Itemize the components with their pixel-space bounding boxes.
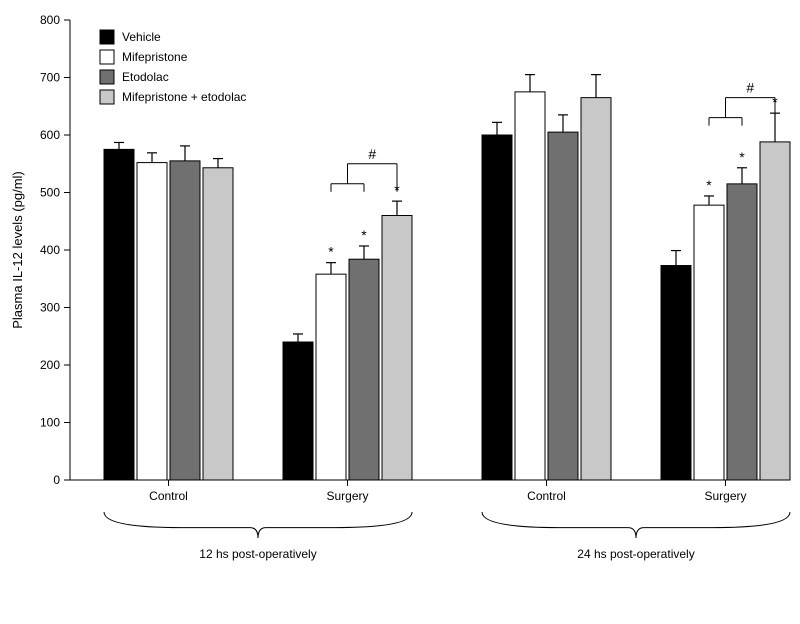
star-marker: * bbox=[328, 244, 334, 260]
y-tick-label: 400 bbox=[40, 243, 60, 257]
y-tick-label: 700 bbox=[40, 71, 60, 85]
star-marker: * bbox=[706, 177, 712, 193]
bar bbox=[694, 205, 724, 480]
y-tick-label: 800 bbox=[40, 13, 60, 27]
bar bbox=[382, 216, 412, 481]
il12-bar-chart: 0 100 200 300 400 500 600 700 800 Plasma IL-12 le… bbox=[0, 0, 800, 624]
bar bbox=[727, 184, 757, 480]
star-marker: * bbox=[739, 149, 745, 165]
legend-label: Vehicle bbox=[122, 30, 161, 44]
bar bbox=[760, 142, 790, 480]
timepoint-label: 12 hs post-operatively bbox=[199, 547, 316, 561]
y-axis-title: Plasma IL-12 levels (pg/ml) bbox=[10, 171, 25, 329]
bar bbox=[548, 132, 578, 480]
bar bbox=[203, 168, 233, 480]
legend-label: Etodolac bbox=[122, 70, 169, 84]
legend-swatch bbox=[100, 70, 114, 84]
brace bbox=[482, 512, 790, 538]
bar bbox=[137, 163, 167, 480]
star-marker: * bbox=[361, 227, 367, 243]
y-tick-label: 100 bbox=[40, 416, 60, 430]
bar bbox=[661, 266, 691, 480]
y-tick-label: 200 bbox=[40, 358, 60, 372]
bar bbox=[515, 92, 545, 480]
legend-swatch bbox=[100, 90, 114, 104]
hash-marker: # bbox=[368, 146, 376, 162]
bar bbox=[104, 149, 134, 480]
legend-swatch bbox=[100, 50, 114, 64]
hash-marker: # bbox=[746, 80, 754, 96]
y-tick-label: 300 bbox=[40, 301, 60, 315]
bar bbox=[482, 135, 512, 480]
bar bbox=[170, 161, 200, 480]
brace bbox=[104, 512, 412, 538]
group-label: Control bbox=[149, 489, 188, 503]
group-label: Surgery bbox=[326, 489, 368, 503]
y-tick-label: 0 bbox=[53, 473, 60, 487]
y-tick-label: 600 bbox=[40, 128, 60, 142]
group-label: Control bbox=[527, 489, 566, 503]
group-label: Surgery bbox=[704, 489, 746, 503]
bar bbox=[316, 274, 346, 480]
bar bbox=[283, 342, 313, 480]
legend-label: Mifepristone + etodolac bbox=[122, 90, 246, 104]
bar bbox=[581, 98, 611, 480]
legend-swatch bbox=[100, 30, 114, 44]
legend-label: Mifepristone bbox=[122, 50, 188, 64]
y-tick-label: 500 bbox=[40, 186, 60, 200]
bar bbox=[349, 259, 379, 480]
timepoint-label: 24 hs post-operatively bbox=[577, 547, 694, 561]
